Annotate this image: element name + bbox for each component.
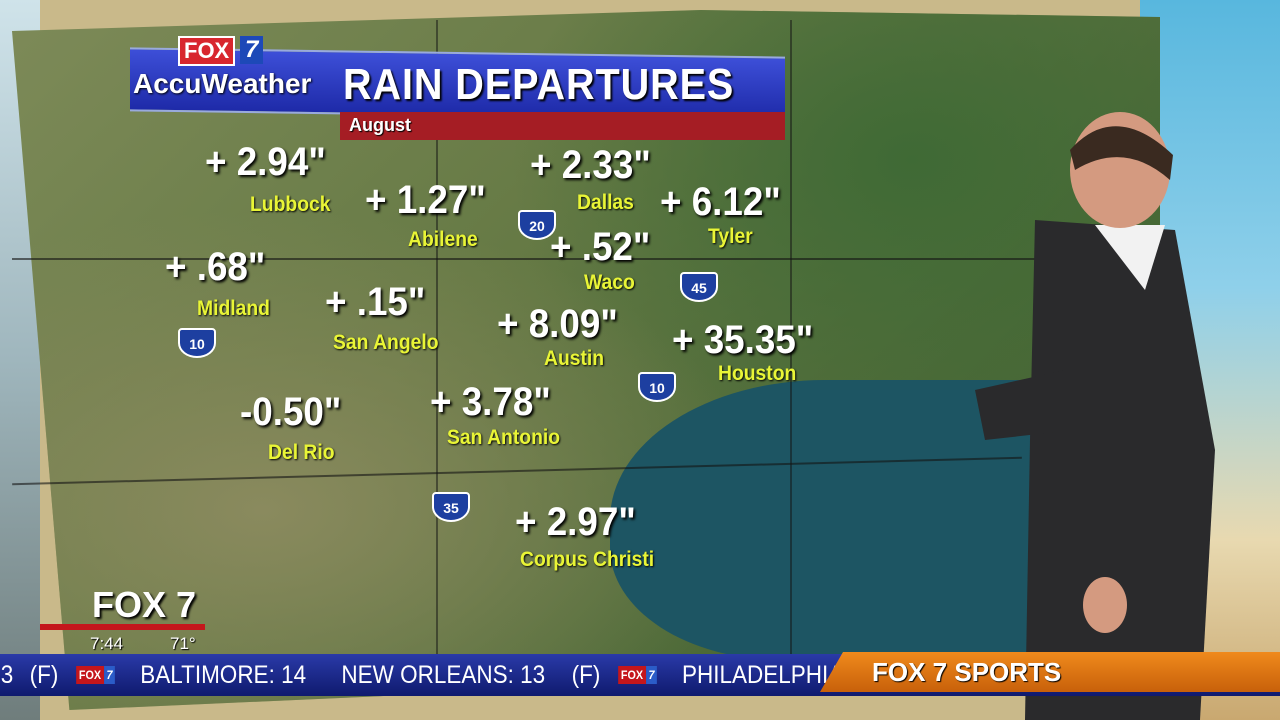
accuweather-logo: AccuWeather	[133, 68, 312, 99]
ticker-item: 3	[0, 660, 14, 689]
subtitle-band	[340, 112, 785, 140]
ticker-item: (F)	[571, 660, 601, 689]
departure-value: + 35.35"	[672, 318, 814, 362]
departure-value: + 3.78"	[430, 380, 551, 424]
interstate-shield-icon: 10	[178, 328, 216, 358]
interstate-shield-icon: 10	[638, 372, 676, 402]
ticker-item: BALTIMORE: 14	[140, 660, 307, 689]
city-label: Abilene	[408, 228, 478, 251]
departure-value: + 2.97"	[515, 500, 636, 544]
fox-logo: FOX	[178, 36, 236, 66]
map-gridline	[436, 20, 438, 670]
city-label: Tyler	[708, 225, 753, 248]
ticker-item: PHILADELPHIA	[682, 660, 844, 689]
city-label: Corpus Christi	[520, 548, 655, 571]
ticker-section-label: FOX 7 SPORTS	[820, 652, 1280, 692]
city-label: Dallas	[577, 191, 634, 214]
city-label: Waco	[584, 271, 635, 294]
interstate-shield-icon: 45	[680, 272, 718, 302]
departure-value: + .52"	[550, 225, 651, 269]
ticker-item: (F)	[29, 660, 59, 689]
interstate-shield-icon: 35	[432, 492, 470, 522]
city-label: San Angelo	[333, 331, 439, 354]
departure-value: + 6.12"	[660, 180, 781, 224]
departure-value: + 1.27"	[365, 178, 486, 222]
departure-value: + 2.33"	[530, 143, 651, 187]
period-label: August	[349, 115, 411, 135]
city-label: Del Rio	[268, 441, 335, 464]
ticker-fox7-logo: FOX 7	[75, 666, 116, 684]
map-gridline	[12, 258, 1152, 260]
ticker-item: NEW ORLEANS: 13	[340, 660, 545, 689]
meteorologist	[975, 112, 1215, 720]
city-label: Lubbock	[250, 193, 331, 216]
corner-divider	[40, 624, 205, 630]
departure-value: + .15"	[325, 280, 426, 324]
corner-fox7-logo: FOX 7	[92, 584, 197, 625]
current-temperature: 71°	[170, 634, 196, 653]
departure-value: + 8.09"	[497, 302, 618, 346]
fox-7-logo: 7	[240, 36, 264, 64]
current-time: 7:44	[90, 634, 124, 653]
city-label: Midland	[197, 297, 270, 320]
gulf-of-mexico	[610, 380, 1040, 660]
ticker-fox7-logo: FOX 7	[618, 666, 658, 684]
map-gridline	[790, 20, 792, 670]
interstate-shield-icon: 20	[518, 210, 556, 240]
city-label: San Antonio	[447, 426, 561, 449]
departure-value: + 2.94"	[205, 140, 326, 184]
city-label: Houston	[718, 362, 797, 385]
departure-value: -0.50"	[240, 390, 342, 434]
city-label: Austin	[544, 347, 605, 370]
departure-value: + .68"	[165, 245, 266, 289]
graphic-title: RAIN DEPARTURES	[343, 60, 735, 109]
